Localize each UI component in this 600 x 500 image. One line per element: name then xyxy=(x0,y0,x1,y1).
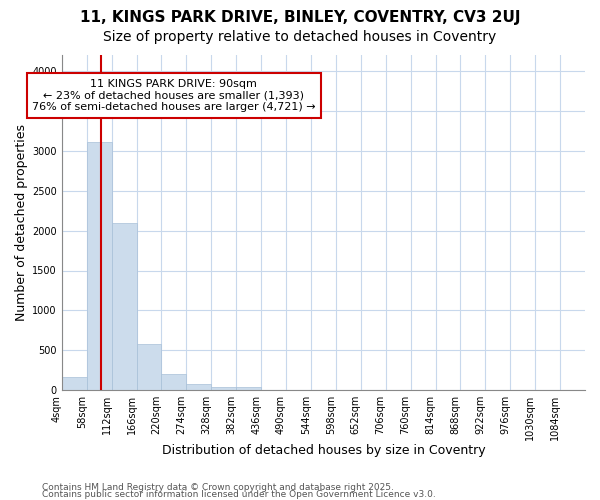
Y-axis label: Number of detached properties: Number of detached properties xyxy=(15,124,28,321)
Text: 11, KINGS PARK DRIVE, BINLEY, COVENTRY, CV3 2UJ: 11, KINGS PARK DRIVE, BINLEY, COVENTRY, … xyxy=(80,10,520,25)
X-axis label: Distribution of detached houses by size in Coventry: Distribution of detached houses by size … xyxy=(161,444,485,458)
Bar xyxy=(62,378,86,390)
Bar xyxy=(161,374,187,390)
Text: 11 KINGS PARK DRIVE: 90sqm
← 23% of detached houses are smaller (1,393)
76% of s: 11 KINGS PARK DRIVE: 90sqm ← 23% of deta… xyxy=(32,79,316,112)
Bar xyxy=(112,224,137,390)
Bar xyxy=(211,386,236,390)
Text: Size of property relative to detached houses in Coventry: Size of property relative to detached ho… xyxy=(103,30,497,44)
Bar xyxy=(187,384,211,390)
Bar xyxy=(236,388,261,390)
Bar xyxy=(137,344,161,390)
Text: Contains public sector information licensed under the Open Government Licence v3: Contains public sector information licen… xyxy=(42,490,436,499)
Text: Contains HM Land Registry data © Crown copyright and database right 2025.: Contains HM Land Registry data © Crown c… xyxy=(42,484,394,492)
Bar xyxy=(86,142,112,390)
